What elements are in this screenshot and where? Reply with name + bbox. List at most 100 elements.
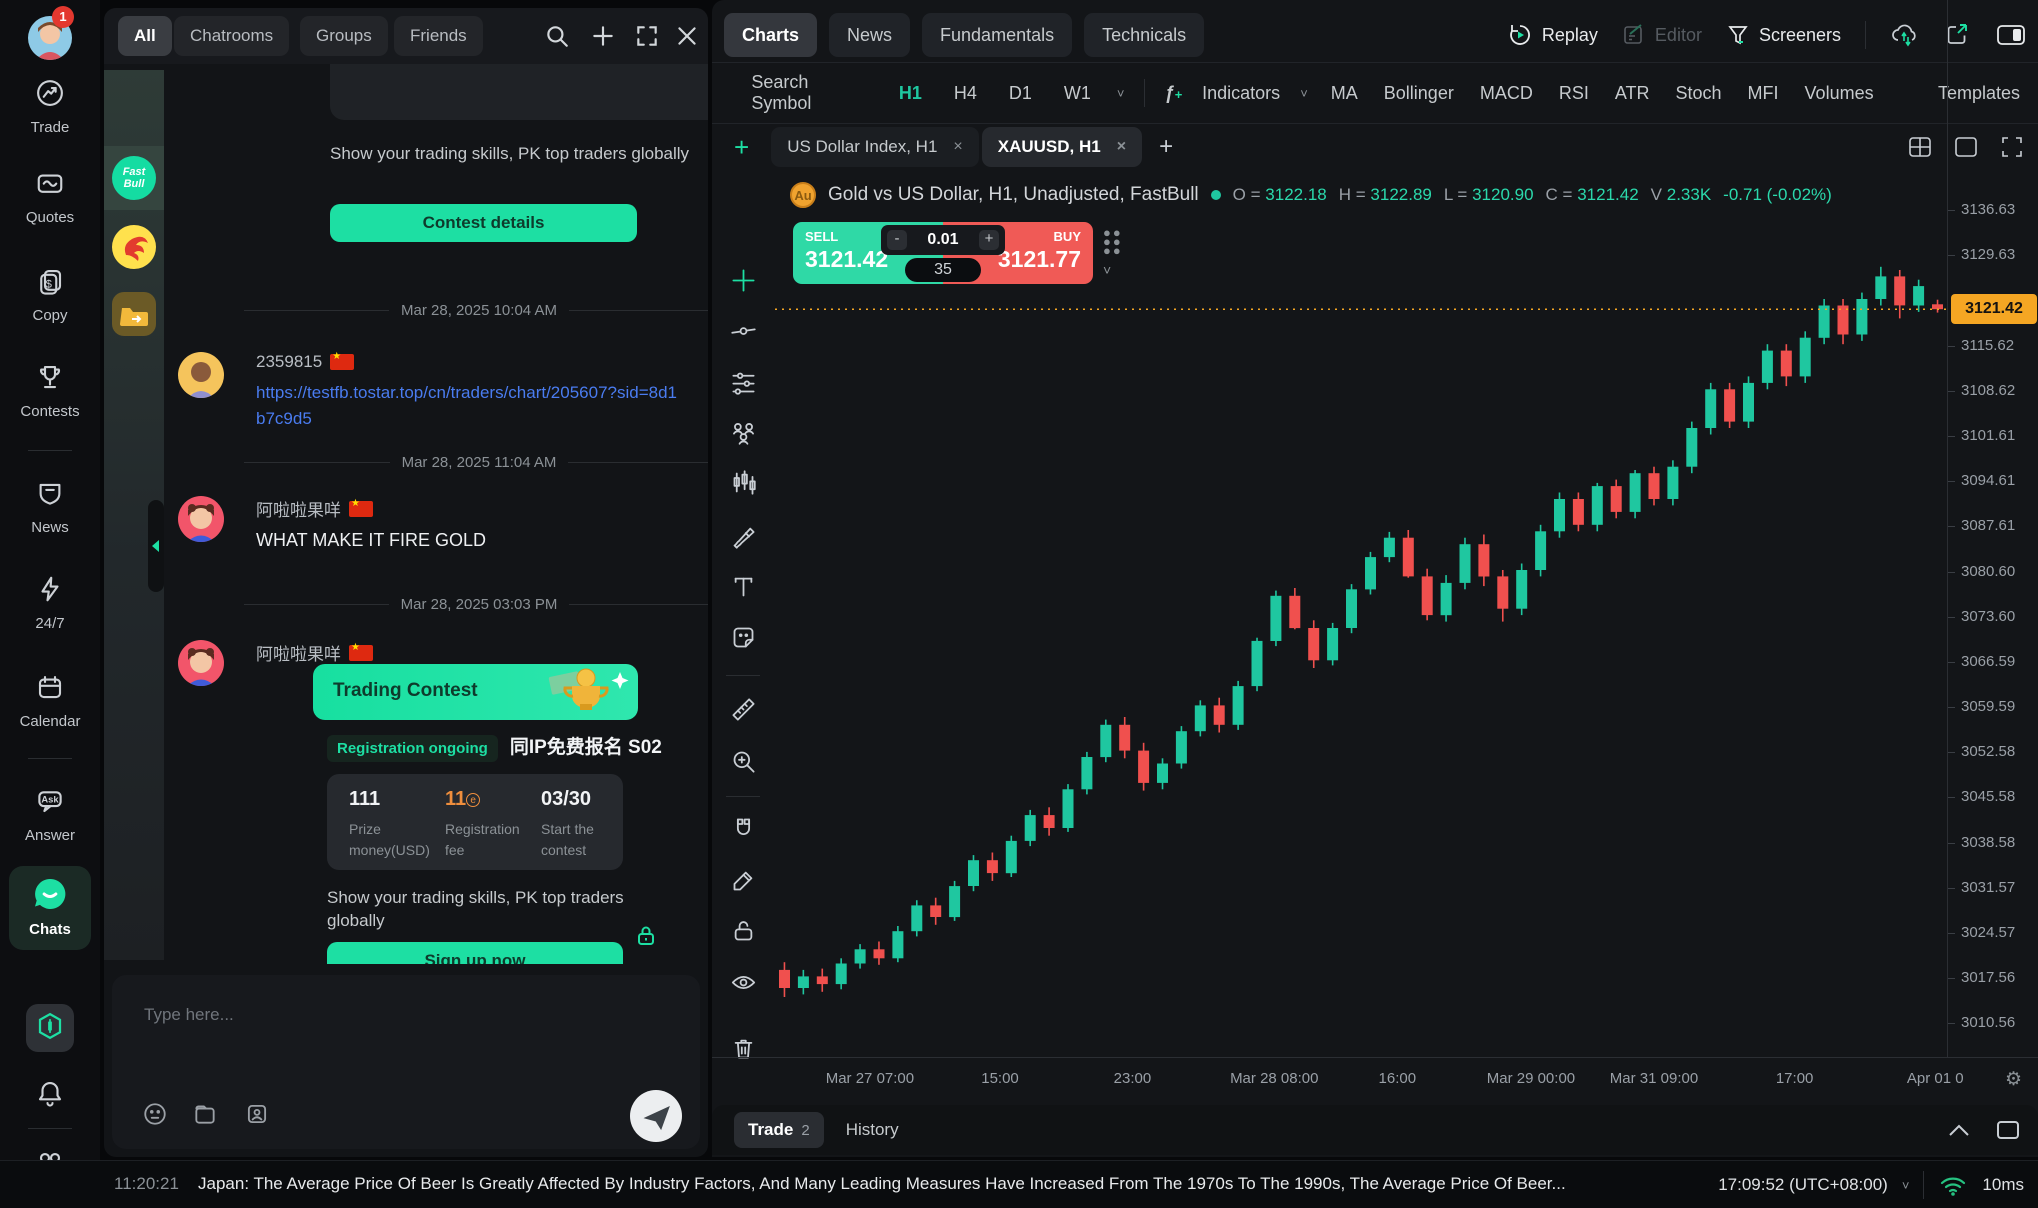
sidebar-item-chats[interactable]: Chats bbox=[9, 866, 91, 950]
cloud-sync-icon[interactable] bbox=[1890, 20, 1920, 50]
user-avatar[interactable] bbox=[178, 640, 224, 686]
file-icon[interactable] bbox=[192, 1101, 218, 1127]
indicator-bollinger[interactable]: Bollinger bbox=[1383, 82, 1454, 103]
close-icon[interactable] bbox=[674, 23, 700, 49]
user-avatar[interactable] bbox=[178, 352, 224, 398]
indicator-atr[interactable]: ATR bbox=[1614, 82, 1650, 103]
quantity-stepper[interactable]: - 0.01 + bbox=[881, 225, 1005, 255]
timeframe-d1[interactable]: D1 bbox=[1008, 82, 1032, 103]
tab-news[interactable]: News bbox=[829, 13, 911, 57]
chevron-down-icon[interactable]: ˅ bbox=[1116, 85, 1125, 101]
candlestick-chart[interactable]: FastBull © bbox=[775, 170, 1947, 1208]
sidebar-item-copy[interactable]: $ Copy bbox=[0, 266, 100, 324]
indicator-ma[interactable]: MA bbox=[1330, 82, 1358, 103]
lock-tool-icon[interactable] bbox=[730, 917, 757, 944]
chevron-down-icon[interactable]: ˅ bbox=[1901, 1177, 1910, 1193]
chat-input-area[interactable]: Type here... bbox=[112, 975, 700, 1149]
symbol-title[interactable]: Gold vs US Dollar, H1, Unadjusted, FastB… bbox=[828, 184, 1199, 205]
eye-icon[interactable] bbox=[730, 969, 757, 996]
message-link[interactable]: https://testfb.tostar.top/cn/traders/cha… bbox=[256, 383, 678, 428]
chat-tab-chatrooms[interactable]: Chatrooms bbox=[174, 16, 290, 56]
contest-details-button[interactable]: Contest details bbox=[330, 204, 637, 242]
chat-tab-all[interactable]: All bbox=[118, 16, 172, 56]
ruler-icon[interactable] bbox=[730, 696, 757, 723]
templates-button[interactable]: Templates bbox=[1938, 82, 2021, 103]
sidebar-item-contests[interactable]: Contests bbox=[0, 362, 100, 420]
expand-icon[interactable] bbox=[634, 23, 660, 49]
sidebar-item-trade[interactable]: Trade bbox=[0, 78, 100, 136]
screeners-button[interactable]: Screeners bbox=[1726, 23, 1841, 47]
tab-trade[interactable]: Trade 2 bbox=[734, 1112, 824, 1148]
edit-icon[interactable] bbox=[730, 867, 757, 894]
close-icon[interactable]: × bbox=[1116, 138, 1127, 155]
grid-layout-icon[interactable] bbox=[1908, 136, 1932, 158]
fullscreen-icon[interactable] bbox=[2000, 135, 2024, 159]
tab-technicals[interactable]: Technicals bbox=[1084, 13, 1205, 57]
news-ticker[interactable]: Japan: The Average Price Of Beer Is Grea… bbox=[198, 1174, 1566, 1193]
sidebar-item-news[interactable]: News bbox=[0, 478, 100, 536]
chat-tab-friends[interactable]: Friends bbox=[394, 16, 483, 56]
sidebar-item-calendar[interactable]: Calendar bbox=[0, 672, 100, 730]
tab-fundamentals[interactable]: Fundamentals bbox=[922, 13, 1073, 57]
panel-toggle-icon[interactable] bbox=[1996, 23, 2026, 47]
folder-avatar[interactable] bbox=[112, 292, 156, 336]
search-icon[interactable] bbox=[730, 81, 731, 105]
sidebar-item-247[interactable]: 24/7 bbox=[0, 574, 100, 632]
indicator-mfi[interactable]: MFI bbox=[1747, 82, 1779, 103]
time-axis[interactable]: ⚙ Mar 27 07:00 15:00 23:00 Mar 28 08:00 16:0… bbox=[712, 1057, 2038, 1103]
indicator-volumes[interactable]: Volumes bbox=[1804, 82, 1874, 103]
tab-history[interactable]: History bbox=[845, 1120, 899, 1139]
minus-button[interactable]: - bbox=[887, 230, 907, 250]
tab-charts[interactable]: Charts bbox=[724, 13, 818, 57]
crosshair-plus-icon[interactable] bbox=[730, 267, 757, 294]
timeframe-w1[interactable]: W1 bbox=[1063, 82, 1091, 103]
text-tool-icon[interactable] bbox=[730, 573, 757, 600]
pattern-icon[interactable] bbox=[730, 469, 757, 496]
indicators-menu[interactable]: Indicators bbox=[1202, 82, 1281, 103]
editor-button[interactable]: Editor bbox=[1622, 23, 1702, 47]
sidebar-item-answer[interactable]: Ask Answer bbox=[0, 786, 100, 844]
add-drawing-icon[interactable]: + bbox=[734, 131, 750, 162]
indicator-macd[interactable]: MACD bbox=[1479, 82, 1533, 103]
new-tab-icon[interactable]: + bbox=[1159, 133, 1174, 160]
templates-icon[interactable] bbox=[1917, 81, 1918, 105]
replay-button[interactable]: Replay bbox=[1507, 22, 1598, 48]
indicator-lines-icon[interactable] bbox=[730, 369, 757, 396]
sign-up-button[interactable]: Sign up now bbox=[327, 942, 623, 964]
single-window-icon[interactable] bbox=[1954, 136, 1978, 158]
panel-expand-icon[interactable] bbox=[1996, 1120, 2020, 1140]
symbol-tab-xauusd[interactable]: XAUUSD, H1 × bbox=[981, 127, 1143, 167]
fastbull-avatar[interactable]: Fast Bull bbox=[112, 156, 156, 200]
add-icon[interactable] bbox=[590, 23, 616, 49]
bell-icon[interactable] bbox=[0, 1078, 100, 1113]
brush-icon[interactable] bbox=[730, 523, 757, 550]
chat-tab-groups[interactable]: Groups bbox=[300, 16, 388, 56]
timeframe-h1[interactable]: H1 bbox=[898, 82, 922, 103]
traders-icon[interactable] bbox=[730, 419, 757, 446]
plus-button[interactable]: + bbox=[978, 230, 999, 250]
search-icon[interactable] bbox=[544, 23, 570, 49]
sidebar-item-quotes[interactable]: Quotes bbox=[0, 168, 100, 226]
zoom-in-icon[interactable] bbox=[730, 748, 757, 775]
indicator-stoch[interactable]: Stoch bbox=[1675, 82, 1722, 103]
compare-candles-icon[interactable] bbox=[851, 81, 852, 105]
magnet-icon[interactable] bbox=[730, 815, 757, 842]
dragon-avatar[interactable] bbox=[112, 225, 156, 269]
share-external-icon[interactable] bbox=[1944, 21, 1972, 49]
symbol-tab-usd-index[interactable]: US Dollar Index, H1 × bbox=[771, 127, 979, 167]
hexagon-candle-icon[interactable] bbox=[26, 1004, 74, 1052]
lock-icon[interactable] bbox=[634, 924, 658, 948]
contest-card-header[interactable]: Trading Contest bbox=[313, 664, 638, 720]
price-axis[interactable]: 3136.63 3129.63 3115.62 3108.62 3101.61 3094.… bbox=[1947, 0, 2038, 1057]
sticker-icon[interactable] bbox=[730, 624, 757, 651]
contact-card-icon[interactable] bbox=[244, 1101, 270, 1127]
emoji-icon[interactable] bbox=[142, 1101, 168, 1127]
message-input[interactable]: Type here... bbox=[144, 1005, 234, 1024]
drag-handle-icon[interactable]: ●● ●● ●● bbox=[1103, 225, 1123, 258]
close-icon[interactable]: × bbox=[953, 138, 963, 155]
indicator-rsi[interactable]: RSI bbox=[1558, 82, 1589, 103]
timeframe-h4[interactable]: H4 bbox=[953, 82, 977, 103]
search-symbol[interactable]: Search Symbol bbox=[751, 72, 812, 113]
gear-icon[interactable]: ⚙ bbox=[2004, 1069, 2022, 1090]
chevron-down-icon[interactable]: ˅ bbox=[1103, 262, 1112, 278]
